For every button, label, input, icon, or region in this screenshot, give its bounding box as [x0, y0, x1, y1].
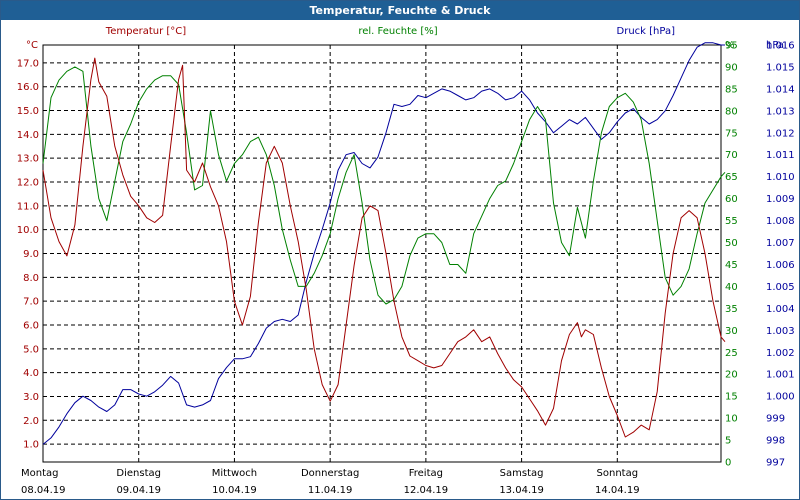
x-tick-date-label: 13.04.19 [499, 485, 544, 496]
humidity-tick-label: 20 [725, 370, 738, 381]
humidity-tick-label: 55 [725, 216, 738, 227]
humidity-tick-label: 0 [725, 458, 731, 469]
humidity-tick-label: 15 [725, 392, 738, 403]
pressure-tick-label: 1.005 [766, 282, 795, 293]
chart-plot: 1.0 2.0 3.0 4.0 5.0 6.0 7.0 8.0 9.0 10.0 11.0 12.0 1… [17, 26, 795, 496]
pressure-tick-label: 1.003 [766, 326, 795, 337]
humidity-tick-label: 50 [725, 238, 738, 249]
temperature-tick-label: 4.0 [23, 368, 39, 379]
pressure-tick-label: 997 [766, 458, 785, 469]
pressure-tick-label: 1.001 [766, 370, 795, 381]
pressure-tick-label: 1.004 [766, 304, 795, 315]
humidity-tick-label: 65 [725, 172, 738, 183]
x-tick-date-label: 08.04.19 [21, 485, 66, 496]
pressure-tick-label: 999 [766, 414, 785, 425]
pressure-tick-label: 1.009 [766, 194, 795, 205]
x-tick-day-label: Donnerstag [301, 468, 359, 479]
humidity-tick-label: 5 [725, 436, 731, 447]
humidity-tick-label: 30 [725, 326, 738, 337]
humidity-tick-label: 25 [725, 348, 738, 359]
pressure-tick-label: 1.012 [766, 128, 795, 139]
temperature-tick-label: 2.0 [23, 416, 39, 427]
humidity-tick-label: 60 [725, 194, 738, 205]
humidity-tick-label: 95 [725, 41, 738, 52]
humidity-tick-label: 90 [725, 62, 738, 73]
temperature-tick-label: 16.0 [17, 82, 39, 93]
temperature-tick-label: 5.0 [23, 344, 39, 355]
x-tick-day-label: Freitag [409, 468, 443, 479]
pressure-tick-label: 1.016 [766, 41, 795, 52]
x-tick-date-label: 14.04.19 [595, 485, 640, 496]
x-tick-day-label: Dienstag [116, 468, 161, 479]
pressure-unit-label: hPa [766, 40, 784, 51]
x-tick-day-label: Montag [21, 468, 58, 479]
temperature-unit-label: °C [26, 40, 38, 51]
axis-labels: 1.0 2.0 3.0 4.0 5.0 6.0 7.0 8.0 9.0 10.0 11.0 12.0 1… [17, 26, 795, 496]
temperature-tick-label: 10.0 [17, 225, 39, 236]
series-layer [42, 42, 726, 445]
humidity-tick-label: 35 [725, 304, 738, 315]
pressure-tick-label: 998 [766, 436, 785, 447]
temperature-tick-label: 11.0 [17, 201, 39, 212]
temperature-tick-label: 1.0 [23, 440, 39, 451]
humidity-tick-label: 85 [725, 84, 738, 95]
pressure-tick-label: 1.011 [766, 150, 795, 161]
pressure-tick-label: 1.007 [766, 238, 795, 249]
humidity-tick-label: 70 [725, 150, 738, 161]
pressure-tick-label: 1.014 [766, 84, 795, 95]
humidity-tick-label: 45 [725, 260, 738, 271]
pressure-tick-label: 1.008 [766, 216, 795, 227]
x-tick-date-label: 10.04.19 [212, 485, 257, 496]
temperature-tick-label: 3.0 [23, 392, 39, 403]
humidity-tick-label: 75 [725, 128, 738, 139]
grid-lines [42, 44, 722, 463]
pressure-tick-label: 1.002 [766, 348, 795, 359]
temperature-tick-label: 14.0 [17, 130, 39, 141]
pressure-tick-label: 1.010 [766, 172, 795, 183]
window-title: Temperatur, Feuchte & Druck [1, 1, 799, 20]
temperature-axis-title: Temperatur [°C] [105, 26, 186, 37]
x-tick-date-label: 12.04.19 [404, 485, 449, 496]
pressure-tick-label: 1.006 [766, 260, 795, 271]
x-tick-day-label: Mittwoch [212, 468, 257, 479]
pressure-tick-label: 1.015 [766, 62, 795, 73]
pressure-tick-label: 1.013 [766, 106, 795, 117]
humidity-unit-label: % [725, 40, 735, 51]
humidity-tick-label: 80 [725, 106, 738, 117]
humidity-series-line [42, 66, 726, 305]
temperature-tick-label: 9.0 [23, 249, 39, 260]
pressure-tick-label: 1.000 [766, 392, 795, 403]
pressure-series-line [42, 42, 725, 445]
temperature-tick-label: 15.0 [17, 106, 39, 117]
temperature-tick-label: 6.0 [23, 320, 39, 331]
pressure-axis-title: Druck [hPa] [617, 26, 676, 37]
temperature-tick-label: 17.0 [17, 58, 39, 69]
x-tick-date-label: 09.04.19 [116, 485, 161, 496]
temperature-tick-label: 7.0 [23, 297, 39, 308]
temperature-tick-label: 12.0 [17, 178, 39, 189]
temperature-tick-label: 13.0 [17, 154, 39, 165]
humidity-tick-label: 10 [725, 414, 738, 425]
x-tick-day-label: Sonntag [597, 468, 639, 479]
humidity-axis-title: rel. Feuchte [%] [358, 26, 437, 37]
x-tick-day-label: Samstag [500, 468, 544, 479]
temperature-series-line [42, 57, 726, 438]
temperature-tick-label: 8.0 [23, 273, 39, 284]
x-tick-date-label: 11.04.19 [308, 485, 353, 496]
humidity-tick-label: 40 [725, 282, 738, 293]
